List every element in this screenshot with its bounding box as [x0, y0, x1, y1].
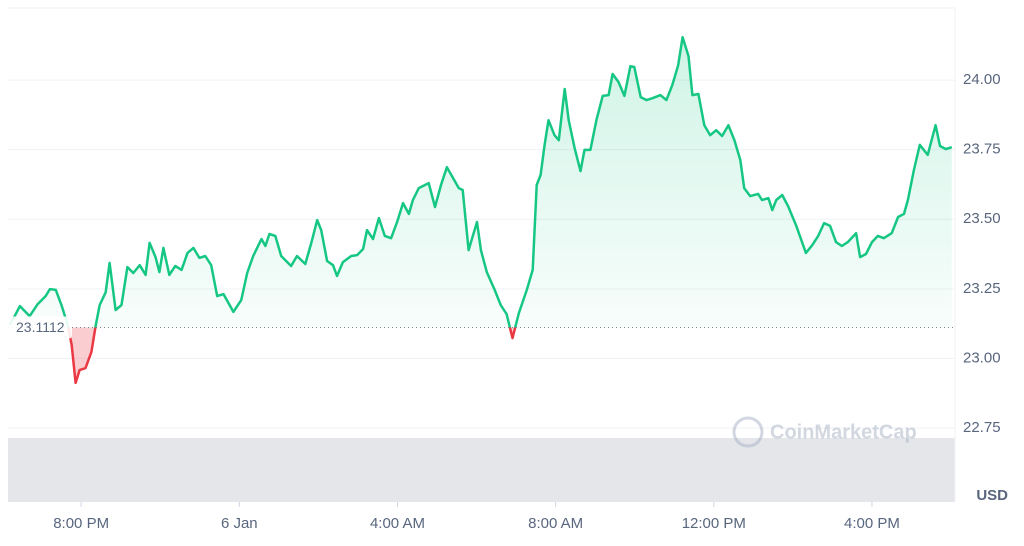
y-tick-label: 23.50: [963, 210, 1001, 227]
x-tick-label: 8:00 AM: [528, 515, 583, 532]
x-tick-label: 8:00 PM: [53, 515, 109, 532]
y-tick-label: 23.75: [963, 141, 1001, 158]
area: [9, 37, 952, 383]
volume-area: [8, 438, 955, 502]
y-tick-label: 22.75: [963, 419, 1001, 436]
price-line: [8, 35, 953, 385]
y-tick-label: 23.25: [963, 280, 1001, 297]
baseline-label-box: [8, 316, 72, 339]
axes: 22.75 23.00 23.25 23.50 23.75 24.00 8:00 PM 6 J…: [53, 71, 1000, 532]
y-tick-label: 24.00: [963, 71, 1001, 88]
x-tick-label: 12:00 PM: [682, 515, 746, 532]
watermark-text: CoinMarketCap: [770, 421, 917, 443]
watermark-logo: [732, 416, 764, 448]
watermark: CoinMarketCap: [732, 416, 917, 448]
y-tick-label: 23.00: [963, 349, 1001, 366]
x-tick-label: 4:00 PM: [844, 515, 900, 532]
x-tick-label: 6 Jan: [221, 515, 258, 532]
x-tick-label: 4:00 AM: [370, 515, 425, 532]
currency-label: USD: [976, 487, 1008, 504]
baseline-label: 23.1112: [16, 319, 65, 335]
plot: 23.1112: [8, 35, 955, 385]
